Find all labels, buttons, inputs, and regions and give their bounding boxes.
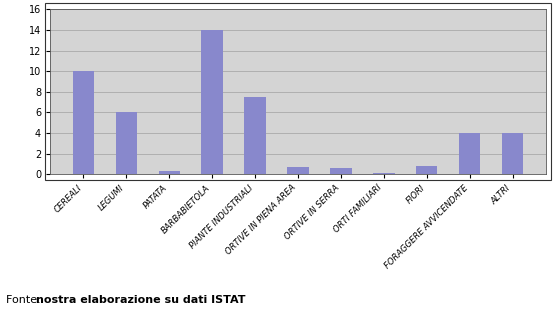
Bar (502, 133, 524, 174)
Bar (330, 168, 351, 174)
Bar (202, 30, 223, 174)
Bar (459, 133, 480, 174)
Text: nostra elaborazione su dati ISTAT: nostra elaborazione su dati ISTAT (36, 295, 246, 305)
Bar (287, 167, 309, 174)
Bar (159, 171, 180, 174)
Text: Fonte:: Fonte: (6, 295, 44, 305)
Bar (245, 97, 266, 174)
Bar (116, 112, 137, 174)
Bar (72, 71, 94, 174)
Bar (373, 173, 394, 174)
Bar (416, 166, 437, 174)
